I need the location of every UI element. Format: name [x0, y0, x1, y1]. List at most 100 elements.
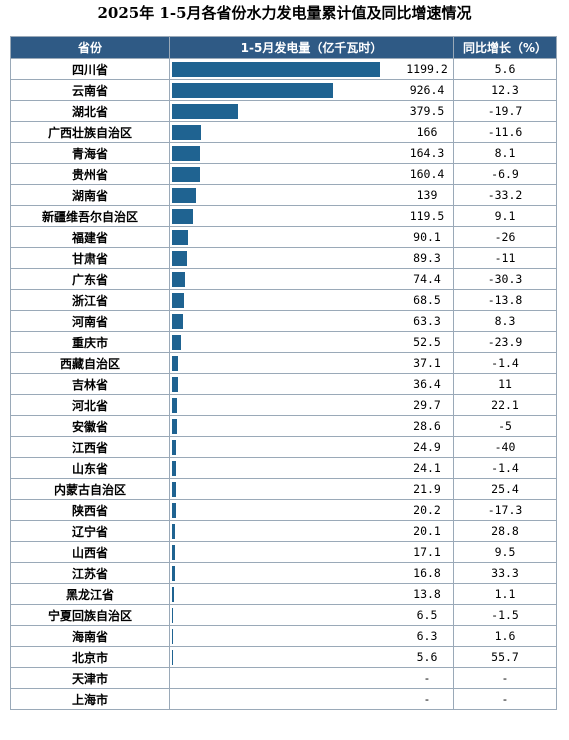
value-bar — [172, 566, 175, 581]
table-row: 湖北省 379.5 -19.7 — [10, 100, 557, 122]
province-label: 天津市 — [10, 667, 170, 689]
value-cell: 74.4 — [169, 268, 454, 290]
yoy-header: 同比增长（%） — [453, 36, 557, 59]
province-header: 省份 — [10, 36, 170, 59]
province-label: 青海省 — [10, 142, 170, 164]
yoy-label: 12.3 — [453, 79, 557, 101]
yoy-label: -40 — [453, 436, 557, 458]
value-bar — [172, 293, 184, 308]
yoy-label: 22.1 — [453, 394, 557, 416]
value-cell: 90.1 — [169, 226, 454, 248]
value-cell: 36.4 — [169, 373, 454, 395]
value-bar — [172, 377, 178, 392]
value-cell: 24.1 — [169, 457, 454, 479]
province-label: 安徽省 — [10, 415, 170, 437]
yoy-label: -11.6 — [453, 121, 557, 143]
value-label: 5.6 — [416, 650, 438, 664]
value-bar — [172, 167, 200, 182]
yoy-label: 55.7 — [453, 646, 557, 668]
yoy-label: 9.5 — [453, 541, 557, 563]
value-bar — [172, 503, 176, 518]
province-label: 福建省 — [10, 226, 170, 248]
yoy-label: -30.3 — [453, 268, 557, 290]
value-bar — [172, 146, 200, 161]
value-label: 379.5 — [409, 104, 445, 118]
value-bar — [172, 650, 173, 665]
value-bar — [172, 272, 185, 287]
value-label: 36.4 — [413, 377, 441, 391]
value-bar — [172, 608, 173, 623]
province-label: 云南省 — [10, 79, 170, 101]
value-label: 24.1 — [413, 461, 441, 475]
header-row: 省份 1-5月发电量（亿千瓦时） 同比增长（%） — [10, 36, 557, 59]
value-label: 119.5 — [409, 209, 445, 223]
value-cell: 6.5 — [169, 604, 454, 626]
value-cell: 926.4 — [169, 79, 454, 101]
yoy-label: -11 — [453, 247, 557, 269]
value-bar — [172, 251, 187, 266]
province-label: 江西省 — [10, 436, 170, 458]
value-cell: 68.5 — [169, 289, 454, 311]
value-label: 24.9 — [413, 440, 441, 454]
table-row: 江西省 24.9 -40 — [10, 436, 557, 458]
province-label: 吉林省 — [10, 373, 170, 395]
province-label: 内蒙古自治区 — [10, 478, 170, 500]
value-label: 20.2 — [413, 503, 441, 517]
table-row: 安徽省 28.6 -5 — [10, 415, 557, 437]
province-label: 河北省 — [10, 394, 170, 416]
yoy-label: 11 — [453, 373, 557, 395]
value-label: 63.3 — [413, 314, 441, 328]
value-cell: 16.8 — [169, 562, 454, 584]
value-bar — [172, 419, 177, 434]
value-cell: 13.8 — [169, 583, 454, 605]
value-cell: 20.2 — [169, 499, 454, 521]
province-label: 宁夏回族自治区 — [10, 604, 170, 626]
value-cell: 37.1 — [169, 352, 454, 374]
value-bar — [172, 62, 380, 77]
value-label: 20.1 — [413, 524, 441, 538]
province-label: 海南省 — [10, 625, 170, 647]
value-header: 1-5月发电量（亿千瓦时） — [169, 36, 454, 59]
province-label: 山西省 — [10, 541, 170, 563]
value-bar — [172, 461, 176, 476]
yoy-label: -1.4 — [453, 352, 557, 374]
table-row: 福建省 90.1 -26 — [10, 226, 557, 248]
table-row: 广西壮族自治区 166 -11.6 — [10, 121, 557, 143]
value-bar — [172, 104, 238, 119]
value-cell: 21.9 — [169, 478, 454, 500]
yoy-label: -33.2 — [453, 184, 557, 206]
value-label: 90.1 — [413, 230, 441, 244]
value-label: 68.5 — [413, 293, 441, 307]
province-label: 上海市 — [10, 688, 170, 710]
value-cell: 63.3 — [169, 310, 454, 332]
province-label: 重庆市 — [10, 331, 170, 353]
value-cell: 164.3 — [169, 142, 454, 164]
table-row: 海南省 6.3 1.6 — [10, 625, 557, 647]
table-row: 广东省 74.4 -30.3 — [10, 268, 557, 290]
province-label: 新疆维吾尔自治区 — [10, 205, 170, 227]
value-label: 74.4 — [413, 272, 441, 286]
table-row: 浙江省 68.5 -13.8 — [10, 289, 557, 311]
province-label: 浙江省 — [10, 289, 170, 311]
yoy-label: -13.8 — [453, 289, 557, 311]
province-label: 西藏自治区 — [10, 352, 170, 374]
province-label: 辽宁省 — [10, 520, 170, 542]
table-row: 江苏省 16.8 33.3 — [10, 562, 557, 584]
yoy-label: 25.4 — [453, 478, 557, 500]
value-cell: 6.3 — [169, 625, 454, 647]
value-cell: - — [169, 667, 454, 689]
yoy-label: 8.1 — [453, 142, 557, 164]
value-label: 52.5 — [413, 335, 441, 349]
value-label: 1199.2 — [406, 62, 448, 76]
value-bar — [172, 398, 177, 413]
yoy-label: 33.3 — [453, 562, 557, 584]
value-bar — [172, 545, 175, 560]
value-cell: 166 — [169, 121, 454, 143]
value-cell: 89.3 — [169, 247, 454, 269]
table-row: 辽宁省 20.1 28.8 — [10, 520, 557, 542]
yoy-label: 1.6 — [453, 625, 557, 647]
table-row: 四川省 1199.2 5.6 — [10, 58, 557, 80]
yoy-label: -1.5 — [453, 604, 557, 626]
table-row: 贵州省 160.4 -6.9 — [10, 163, 557, 185]
table-row: 内蒙古自治区 21.9 25.4 — [10, 478, 557, 500]
